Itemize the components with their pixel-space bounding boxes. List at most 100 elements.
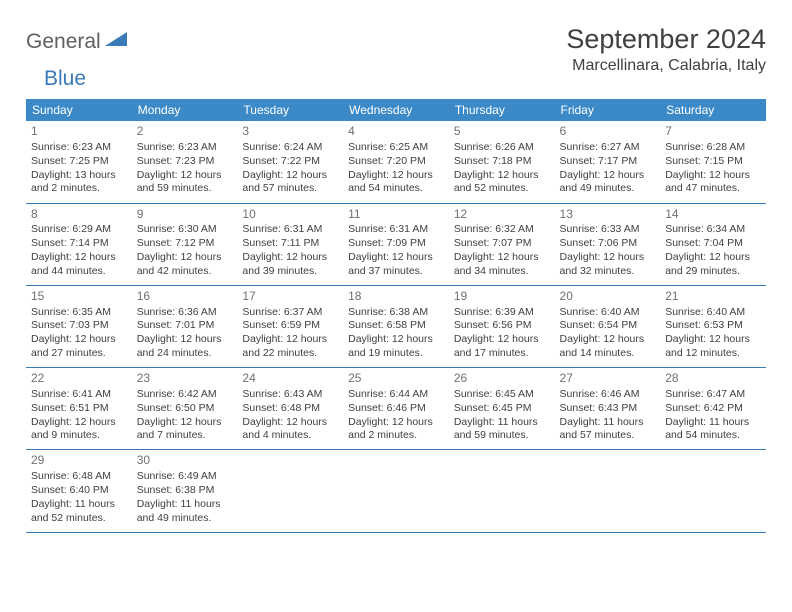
sunset-text: Sunset: 7:23 PM — [137, 155, 234, 169]
calendar-cell: 1Sunrise: 6:23 AMSunset: 7:25 PMDaylight… — [26, 121, 132, 203]
sunrise-text: Sunrise: 6:49 AM — [137, 470, 234, 484]
logo: General — [26, 24, 129, 54]
weekday-header: Wednesday — [343, 99, 449, 121]
day-number: 3 — [242, 124, 339, 140]
daylight-text: Daylight: 12 hours and 12 minutes. — [665, 333, 762, 361]
day-number: 25 — [348, 371, 445, 387]
day-number: 16 — [137, 289, 234, 305]
sunrise-text: Sunrise: 6:46 AM — [560, 388, 657, 402]
day-number: 2 — [137, 124, 234, 140]
calendar-cell — [660, 450, 766, 532]
sunset-text: Sunset: 7:25 PM — [31, 155, 128, 169]
day-number: 27 — [560, 371, 657, 387]
weekday-header: Friday — [555, 99, 661, 121]
sunrise-text: Sunrise: 6:33 AM — [560, 223, 657, 237]
weekday-header: Tuesday — [237, 99, 343, 121]
sunset-text: Sunset: 7:03 PM — [31, 319, 128, 333]
day-number: 22 — [31, 371, 128, 387]
sunset-text: Sunset: 6:42 PM — [665, 402, 762, 416]
daylight-text: Daylight: 12 hours and 47 minutes. — [665, 169, 762, 197]
calendar-cell: 21Sunrise: 6:40 AMSunset: 6:53 PMDayligh… — [660, 285, 766, 367]
sunset-text: Sunset: 6:59 PM — [242, 319, 339, 333]
sunrise-text: Sunrise: 6:40 AM — [560, 306, 657, 320]
sunset-text: Sunset: 7:06 PM — [560, 237, 657, 251]
sunrise-text: Sunrise: 6:43 AM — [242, 388, 339, 402]
sunset-text: Sunset: 7:04 PM — [665, 237, 762, 251]
calendar-cell: 22Sunrise: 6:41 AMSunset: 6:51 PMDayligh… — [26, 368, 132, 450]
daylight-text: Daylight: 12 hours and 22 minutes. — [242, 333, 339, 361]
sunrise-text: Sunrise: 6:23 AM — [137, 141, 234, 155]
sunset-text: Sunset: 7:09 PM — [348, 237, 445, 251]
day-number: 6 — [560, 124, 657, 140]
logo-text-general: General — [26, 30, 101, 54]
calendar-cell: 29Sunrise: 6:48 AMSunset: 6:40 PMDayligh… — [26, 450, 132, 532]
day-number: 18 — [348, 289, 445, 305]
sunset-text: Sunset: 6:38 PM — [137, 484, 234, 498]
sunrise-text: Sunrise: 6:26 AM — [454, 141, 551, 155]
daylight-text: Daylight: 12 hours and 39 minutes. — [242, 251, 339, 279]
day-number: 1 — [31, 124, 128, 140]
sunset-text: Sunset: 6:50 PM — [137, 402, 234, 416]
month-title: September 2024 — [566, 24, 766, 55]
daylight-text: Daylight: 12 hours and 7 minutes. — [137, 416, 234, 444]
calendar-cell — [343, 450, 449, 532]
sunset-text: Sunset: 7:14 PM — [31, 237, 128, 251]
daylight-text: Daylight: 12 hours and 59 minutes. — [137, 169, 234, 197]
sunrise-text: Sunrise: 6:31 AM — [348, 223, 445, 237]
title-block: September 2024 Marcellinara, Calabria, I… — [566, 24, 766, 75]
day-number: 8 — [31, 207, 128, 223]
sunrise-text: Sunrise: 6:40 AM — [665, 306, 762, 320]
daylight-text: Daylight: 12 hours and 57 minutes. — [242, 169, 339, 197]
day-number: 9 — [137, 207, 234, 223]
weekday-header: Sunday — [26, 99, 132, 121]
daylight-text: Daylight: 12 hours and 4 minutes. — [242, 416, 339, 444]
calendar-cell: 24Sunrise: 6:43 AMSunset: 6:48 PMDayligh… — [237, 368, 343, 450]
calendar-cell: 9Sunrise: 6:30 AMSunset: 7:12 PMDaylight… — [132, 203, 238, 285]
calendar-cell: 6Sunrise: 6:27 AMSunset: 7:17 PMDaylight… — [555, 121, 661, 203]
day-number: 19 — [454, 289, 551, 305]
day-number: 14 — [665, 207, 762, 223]
location-text: Marcellinara, Calabria, Italy — [566, 57, 766, 75]
daylight-text: Daylight: 12 hours and 34 minutes. — [454, 251, 551, 279]
daylight-text: Daylight: 12 hours and 54 minutes. — [348, 169, 445, 197]
sunset-text: Sunset: 7:20 PM — [348, 155, 445, 169]
sunrise-text: Sunrise: 6:37 AM — [242, 306, 339, 320]
daylight-text: Daylight: 11 hours and 57 minutes. — [560, 416, 657, 444]
daylight-text: Daylight: 12 hours and 52 minutes. — [454, 169, 551, 197]
sunset-text: Sunset: 6:40 PM — [31, 484, 128, 498]
sunset-text: Sunset: 6:54 PM — [560, 319, 657, 333]
daylight-text: Daylight: 12 hours and 17 minutes. — [454, 333, 551, 361]
day-number: 17 — [242, 289, 339, 305]
sunrise-text: Sunrise: 6:41 AM — [31, 388, 128, 402]
sunset-text: Sunset: 7:17 PM — [560, 155, 657, 169]
daylight-text: Daylight: 11 hours and 49 minutes. — [137, 498, 234, 526]
day-number: 20 — [560, 289, 657, 305]
sunset-text: Sunset: 6:58 PM — [348, 319, 445, 333]
sunset-text: Sunset: 6:48 PM — [242, 402, 339, 416]
daylight-text: Daylight: 12 hours and 2 minutes. — [348, 416, 445, 444]
sunrise-text: Sunrise: 6:47 AM — [665, 388, 762, 402]
weekday-header: Thursday — [449, 99, 555, 121]
day-number: 7 — [665, 124, 762, 140]
sunset-text: Sunset: 7:07 PM — [454, 237, 551, 251]
sunset-text: Sunset: 6:51 PM — [31, 402, 128, 416]
calendar-cell: 23Sunrise: 6:42 AMSunset: 6:50 PMDayligh… — [132, 368, 238, 450]
weekday-header: Saturday — [660, 99, 766, 121]
daylight-text: Daylight: 12 hours and 32 minutes. — [560, 251, 657, 279]
day-number: 5 — [454, 124, 551, 140]
sunrise-text: Sunrise: 6:31 AM — [242, 223, 339, 237]
sunrise-text: Sunrise: 6:32 AM — [454, 223, 551, 237]
sunrise-text: Sunrise: 6:27 AM — [560, 141, 657, 155]
sunrise-text: Sunrise: 6:29 AM — [31, 223, 128, 237]
calendar-cell: 19Sunrise: 6:39 AMSunset: 6:56 PMDayligh… — [449, 285, 555, 367]
daylight-text: Daylight: 11 hours and 59 minutes. — [454, 416, 551, 444]
daylight-text: Daylight: 13 hours and 2 minutes. — [31, 169, 128, 197]
calendar-table: SundayMondayTuesdayWednesdayThursdayFrid… — [26, 99, 766, 533]
sunset-text: Sunset: 7:18 PM — [454, 155, 551, 169]
calendar-cell: 8Sunrise: 6:29 AMSunset: 7:14 PMDaylight… — [26, 203, 132, 285]
sunrise-text: Sunrise: 6:48 AM — [31, 470, 128, 484]
sunrise-text: Sunrise: 6:39 AM — [454, 306, 551, 320]
calendar-row: 8Sunrise: 6:29 AMSunset: 7:14 PM Daylight… — [26, 203, 766, 285]
sunset-text: Sunset: 7:01 PM — [137, 319, 234, 333]
calendar-cell: 17Sunrise: 6:37 AMSunset: 6:59 PMDayligh… — [237, 285, 343, 367]
